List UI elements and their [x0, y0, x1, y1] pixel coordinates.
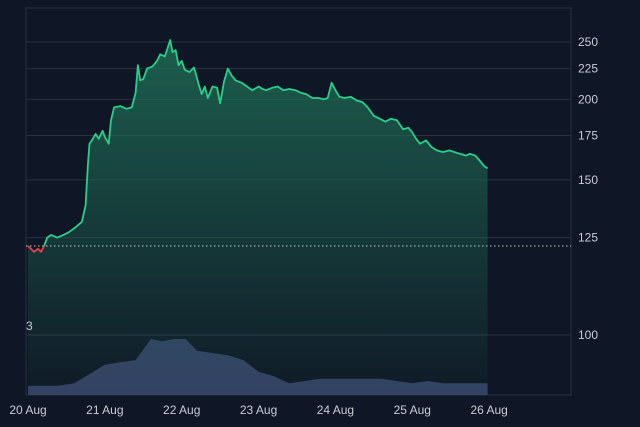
- y-tick-label-100: 100: [578, 328, 598, 342]
- x-tick-label-25: 25 Aug: [394, 403, 431, 417]
- annotation-label: 3: [26, 319, 33, 333]
- price-area: [28, 40, 488, 395]
- y-tick-label-225: 225: [578, 62, 598, 76]
- price-line-down: [27, 245, 45, 253]
- x-tick-label-20: 20 Aug: [9, 403, 46, 417]
- x-tick-label-24: 24 Aug: [317, 403, 354, 417]
- y-tick-label-150: 150: [578, 173, 598, 187]
- y-tick-label-250: 250: [578, 35, 598, 49]
- x-tick-label-23: 23 Aug: [240, 403, 277, 417]
- y-tick-label-175: 175: [578, 129, 598, 143]
- x-tick-label-21: 21 Aug: [86, 403, 123, 417]
- price-line-up: [43, 39, 489, 247]
- x-tick-label-26: 26 Aug: [470, 403, 507, 417]
- x-tick-label-22: 22 Aug: [163, 403, 200, 417]
- y-tick-label-125: 125: [578, 231, 598, 245]
- y-tick-label-200: 200: [578, 92, 598, 106]
